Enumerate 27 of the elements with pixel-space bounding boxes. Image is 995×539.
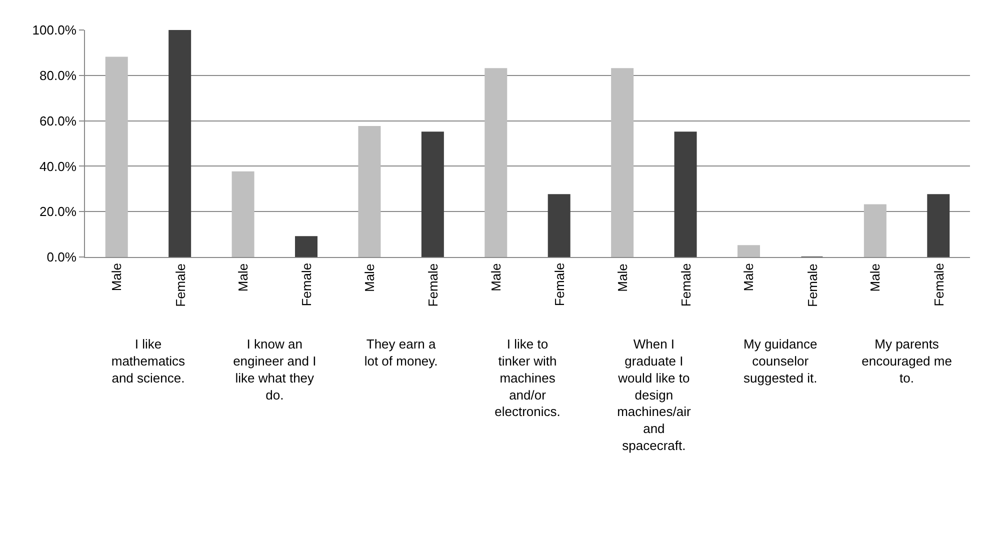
text: Female [172, 264, 188, 307]
x-tick-label: When I graduate I would like to design machines/air and spacecraft. [617, 336, 692, 453]
x-tick-label: My parents encouraged me to. [862, 336, 952, 386]
y-tick-label: 100.0% [32, 22, 77, 38]
text: Male [614, 264, 630, 292]
y-tick-label: 80.0% [40, 68, 77, 83]
y-tick-label: 40.0% [40, 158, 77, 174]
text: Female [804, 264, 820, 307]
text: Female [552, 262, 568, 306]
y-tick-label: 20.0% [40, 204, 77, 220]
text: Male [109, 262, 124, 292]
x-tick-label: I like to tinker with machines and/or electronics. [494, 336, 560, 420]
text: Male [362, 264, 377, 292]
y-tick-label: 60.0% [40, 113, 77, 128]
text: Male [868, 264, 883, 292]
y-tick-label: 0.0% [46, 250, 77, 265]
text: Male [236, 263, 250, 292]
x-tick-label: They earn a lot of money. [364, 336, 438, 368]
text: Female [931, 263, 946, 306]
x-tick-label: I know an engineer and I like what they do. [233, 336, 316, 402]
text: Female [426, 263, 441, 307]
x-tick-label: I like mathematics and science. [111, 336, 186, 386]
x-tick-label: My guidance counselor suggested it. [744, 336, 818, 386]
text: Male [741, 263, 756, 292]
text: Female [678, 263, 694, 307]
text: Male [488, 263, 504, 292]
text: Female [299, 262, 314, 306]
